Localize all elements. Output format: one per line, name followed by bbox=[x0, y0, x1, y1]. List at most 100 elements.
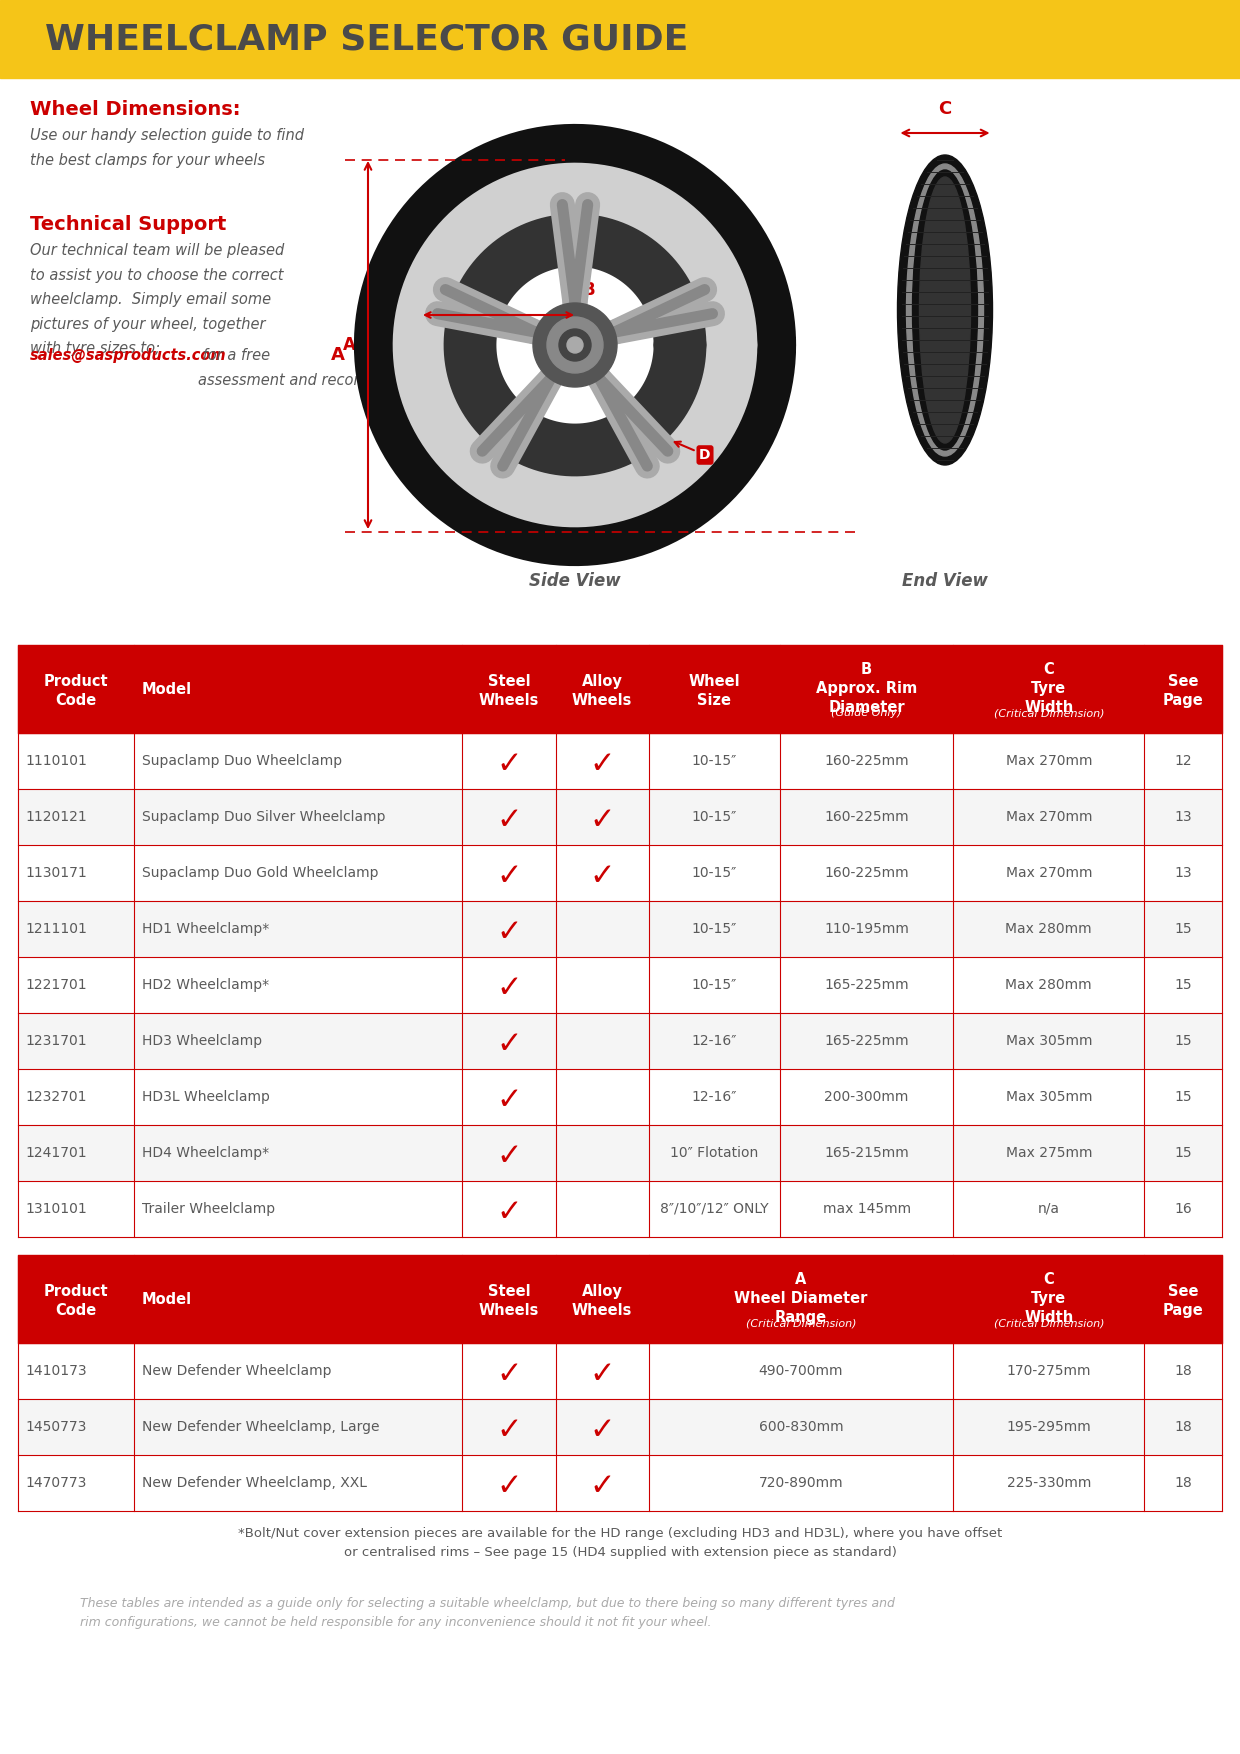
Text: 12-16″: 12-16″ bbox=[692, 1035, 737, 1047]
Text: 165-225mm: 165-225mm bbox=[825, 1035, 909, 1047]
Text: Supaclamp Duo Gold Wheelclamp: Supaclamp Duo Gold Wheelclamp bbox=[141, 866, 378, 881]
Text: B: B bbox=[583, 281, 595, 298]
Text: ✓: ✓ bbox=[589, 751, 615, 779]
Text: 1470773: 1470773 bbox=[25, 1477, 87, 1489]
Text: 10-15″: 10-15″ bbox=[692, 754, 737, 768]
Text: 225-330mm: 225-330mm bbox=[1007, 1477, 1091, 1489]
Text: A: A bbox=[343, 337, 356, 354]
Text: 200-300mm: 200-300mm bbox=[825, 1089, 909, 1103]
Text: for a free
assessment and recommendation.: for a free assessment and recommendation… bbox=[198, 347, 451, 388]
Text: ✓: ✓ bbox=[496, 1417, 522, 1445]
Text: Trailer Wheelclamp: Trailer Wheelclamp bbox=[141, 1201, 275, 1216]
Ellipse shape bbox=[898, 154, 992, 465]
Text: 1221701: 1221701 bbox=[25, 979, 87, 993]
Bar bbox=[19, 1068, 1221, 1124]
Text: 15: 15 bbox=[1174, 1089, 1192, 1103]
Text: 10-15″: 10-15″ bbox=[692, 923, 737, 937]
Text: 160-225mm: 160-225mm bbox=[825, 754, 909, 768]
Text: (Critical Dimension): (Critical Dimension) bbox=[745, 1319, 856, 1328]
Text: 18: 18 bbox=[1174, 1477, 1192, 1489]
Text: Wheel
Size: Wheel Size bbox=[688, 674, 740, 709]
Text: Max 280mm: Max 280mm bbox=[1006, 923, 1092, 937]
Text: Supaclamp Duo Silver Wheelclamp: Supaclamp Duo Silver Wheelclamp bbox=[141, 810, 386, 824]
Bar bbox=[19, 645, 1221, 733]
Text: ✓: ✓ bbox=[496, 919, 522, 947]
Text: 165-225mm: 165-225mm bbox=[825, 979, 909, 993]
Text: New Defender Wheelclamp, Large: New Defender Wheelclamp, Large bbox=[141, 1421, 379, 1435]
Text: 600-830mm: 600-830mm bbox=[759, 1421, 843, 1435]
Text: Wheel Dimensions:: Wheel Dimensions: bbox=[30, 100, 241, 119]
Text: See
Page: See Page bbox=[1163, 674, 1204, 709]
Text: 13: 13 bbox=[1174, 866, 1192, 881]
Bar bbox=[19, 1456, 1221, 1510]
Text: 1450773: 1450773 bbox=[25, 1421, 87, 1435]
Text: HD4 Wheelclamp*: HD4 Wheelclamp* bbox=[141, 1145, 269, 1159]
Text: sales@sasproducts.com: sales@sasproducts.com bbox=[30, 347, 227, 363]
Bar bbox=[19, 1014, 1221, 1068]
Text: Product
Code: Product Code bbox=[43, 1284, 108, 1319]
Text: 720-890mm: 720-890mm bbox=[759, 1477, 843, 1489]
Text: B: B bbox=[392, 281, 404, 298]
Text: 15: 15 bbox=[1174, 979, 1192, 993]
Text: 1241701: 1241701 bbox=[25, 1145, 87, 1159]
Text: 1232701: 1232701 bbox=[25, 1089, 87, 1103]
Bar bbox=[19, 789, 1221, 845]
Text: B
Approx. Rim
Diameter: B Approx. Rim Diameter bbox=[816, 661, 918, 716]
Bar bbox=[19, 902, 1221, 958]
Text: Steel
Wheels: Steel Wheels bbox=[479, 1284, 539, 1319]
Bar bbox=[19, 845, 1221, 902]
Circle shape bbox=[559, 330, 591, 361]
Text: 10-15″: 10-15″ bbox=[692, 866, 737, 881]
Text: 8″/10″/12″ ONLY: 8″/10″/12″ ONLY bbox=[660, 1201, 769, 1216]
Text: C
Tyre
Width: C Tyre Width bbox=[1024, 1272, 1074, 1324]
Circle shape bbox=[567, 337, 583, 353]
Text: Our technical team will be pleased
to assist you to choose the correct
wheelclam: Our technical team will be pleased to as… bbox=[30, 244, 284, 356]
Text: 1231701: 1231701 bbox=[25, 1035, 87, 1047]
Text: Alloy
Wheels: Alloy Wheels bbox=[572, 1284, 632, 1319]
Text: ✓: ✓ bbox=[496, 1361, 522, 1389]
Text: ✓: ✓ bbox=[496, 975, 522, 1003]
Text: ✓: ✓ bbox=[589, 1361, 615, 1389]
Text: HD1 Wheelclamp*: HD1 Wheelclamp* bbox=[141, 923, 269, 937]
Text: Max 280mm: Max 280mm bbox=[1006, 979, 1092, 993]
Text: Max 270mm: Max 270mm bbox=[1006, 866, 1092, 881]
Text: 15: 15 bbox=[1174, 1035, 1192, 1047]
Text: Max 305mm: Max 305mm bbox=[1006, 1089, 1092, 1103]
Text: Use our handy selection guide to find
the best clamps for your wheels: Use our handy selection guide to find th… bbox=[30, 128, 304, 168]
Text: 1110101: 1110101 bbox=[25, 754, 87, 768]
Text: HD2 Wheelclamp*: HD2 Wheelclamp* bbox=[141, 979, 269, 993]
Bar bbox=[19, 1180, 1221, 1237]
Text: C: C bbox=[939, 100, 951, 118]
Text: 170-275mm: 170-275mm bbox=[1007, 1365, 1091, 1379]
Text: n/a: n/a bbox=[1038, 1201, 1060, 1216]
Text: HD3 Wheelclamp: HD3 Wheelclamp bbox=[141, 1035, 262, 1047]
Text: ✓: ✓ bbox=[496, 1086, 522, 1116]
Text: Alloy
Wheels: Alloy Wheels bbox=[572, 674, 632, 709]
Text: Max 270mm: Max 270mm bbox=[1006, 810, 1092, 824]
Text: Max 275mm: Max 275mm bbox=[1006, 1145, 1092, 1159]
Text: A
Wheel Diameter
Range: A Wheel Diameter Range bbox=[734, 1272, 868, 1324]
Text: ✓: ✓ bbox=[496, 807, 522, 835]
Text: Steel
Wheels: Steel Wheels bbox=[479, 674, 539, 709]
Text: ✓: ✓ bbox=[496, 1198, 522, 1228]
Text: 1310101: 1310101 bbox=[25, 1201, 87, 1216]
Text: 160-225mm: 160-225mm bbox=[825, 810, 909, 824]
Text: Side View: Side View bbox=[529, 572, 621, 589]
Text: HD3L Wheelclamp: HD3L Wheelclamp bbox=[141, 1089, 270, 1103]
Circle shape bbox=[547, 317, 603, 374]
Ellipse shape bbox=[920, 177, 971, 444]
Text: 18: 18 bbox=[1174, 1421, 1192, 1435]
Text: 10″ Flotation: 10″ Flotation bbox=[671, 1145, 759, 1159]
Bar bbox=[19, 733, 1221, 789]
Text: 15: 15 bbox=[1174, 923, 1192, 937]
Text: 18: 18 bbox=[1174, 1365, 1192, 1379]
Text: 1130171: 1130171 bbox=[25, 866, 87, 881]
Text: (Guide Only): (Guide Only) bbox=[831, 709, 901, 719]
Text: 13: 13 bbox=[1174, 810, 1192, 824]
Text: 490-700mm: 490-700mm bbox=[759, 1365, 843, 1379]
Text: A: A bbox=[331, 346, 345, 365]
Text: 1120121: 1120121 bbox=[25, 810, 87, 824]
Text: Product
Code: Product Code bbox=[43, 674, 108, 709]
Text: 12-16″: 12-16″ bbox=[692, 1089, 737, 1103]
Text: 165-215mm: 165-215mm bbox=[825, 1145, 909, 1159]
